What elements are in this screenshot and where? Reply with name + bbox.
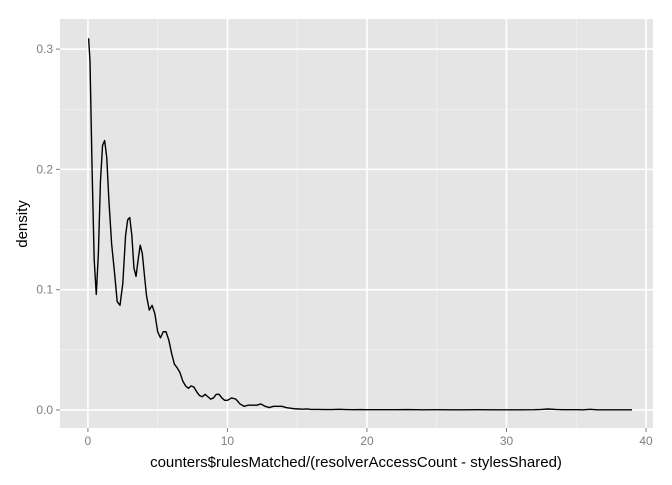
x-axis-title: counters$rulesMatched/(resolverAccessCou… (150, 454, 562, 471)
x-tick-label: 30 (500, 434, 514, 448)
y-axis-tick-labels: 0.0 0.1 0.2 0.3 (36, 42, 53, 417)
x-tick-label: 10 (221, 434, 235, 448)
y-tick-label: 0.0 (36, 403, 53, 417)
x-axis-tick-labels: 0 10 20 30 40 (85, 434, 653, 448)
density-series-line (87, 38, 633, 411)
x-tick-label: 0 (85, 434, 92, 448)
y-axis-title: density (14, 200, 31, 248)
minor-gridlines (60, 19, 653, 428)
x-axis-ticks (87, 428, 647, 432)
y-tick-label: 0.2 (36, 162, 53, 176)
y-tick-label: 0.3 (36, 42, 53, 56)
y-axis-ticks (56, 48, 60, 411)
plot-panel (60, 19, 653, 428)
x-tick-label: 40 (639, 434, 653, 448)
x-tick-label: 20 (360, 434, 374, 448)
y-tick-label: 0.1 (36, 283, 53, 297)
